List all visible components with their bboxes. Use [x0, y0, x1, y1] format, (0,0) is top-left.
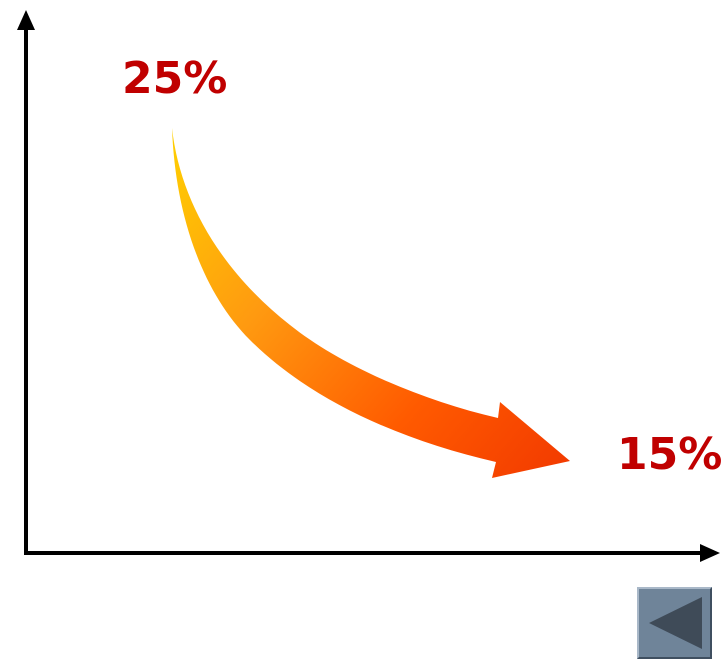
triangle-left-icon — [649, 597, 702, 649]
start-value-label: 25% — [122, 53, 227, 104]
x-axis-arrowhead — [700, 544, 720, 562]
back-button[interactable] — [637, 587, 712, 659]
y-axis-arrowhead — [17, 10, 35, 30]
decrease-arrow — [172, 128, 570, 478]
end-value-label: 15% — [617, 429, 722, 480]
